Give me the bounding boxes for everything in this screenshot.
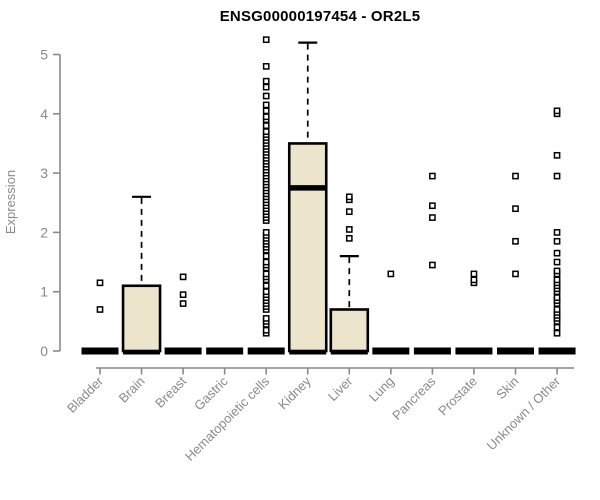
outlier-point xyxy=(262,258,270,266)
outlier-point xyxy=(262,229,270,236)
outlier-point xyxy=(553,323,561,331)
zero-bar xyxy=(164,347,202,355)
outlier-point xyxy=(553,172,561,180)
outlier-point xyxy=(345,208,353,215)
outlier-point xyxy=(345,193,353,201)
box-group-skin xyxy=(497,172,534,355)
box-group-lung xyxy=(372,270,410,355)
x-tick-label: Kidney xyxy=(275,373,314,412)
x-tick-label: Bladder xyxy=(64,373,107,416)
box-group-hematopoietic-cells xyxy=(247,36,285,355)
x-tick-label: Pancreas xyxy=(389,373,439,423)
box-group-liver xyxy=(329,193,370,355)
box-group-kidney xyxy=(287,41,328,355)
outlier-point xyxy=(553,237,561,245)
zero-bar xyxy=(455,347,493,355)
x-tick-label: Liver xyxy=(325,373,356,404)
outlier-point xyxy=(345,226,353,233)
outlier-point xyxy=(553,151,561,159)
zero-bar xyxy=(413,347,451,355)
outlier-point xyxy=(262,36,270,44)
outlier-point xyxy=(553,249,561,257)
box-group-brain xyxy=(121,195,162,355)
outlier-point xyxy=(262,128,270,135)
y-tick-label: 5 xyxy=(40,47,48,63)
outlier-point xyxy=(553,306,561,313)
outlier-point xyxy=(96,306,104,313)
outlier-point xyxy=(553,329,561,337)
zero-bar xyxy=(538,347,576,355)
outlier-point xyxy=(96,279,104,287)
outlier-point xyxy=(179,291,187,299)
box-group-pancreas xyxy=(413,172,451,355)
x-tick-label: Skin xyxy=(493,374,521,402)
box-group-gastric xyxy=(206,347,244,355)
outlier-point xyxy=(262,101,270,109)
outlier-point xyxy=(262,122,270,130)
outlier-point xyxy=(262,63,270,70)
x-tick-label: Brain xyxy=(116,374,148,406)
box-group-bladder xyxy=(81,279,119,355)
iqr-box xyxy=(121,284,162,353)
outlier-point xyxy=(470,270,478,278)
y-tick-label: 4 xyxy=(40,106,48,122)
outlier-point xyxy=(262,113,270,121)
outlier-point xyxy=(262,107,270,115)
box-group-breast xyxy=(164,273,202,355)
outlier-point xyxy=(429,202,436,210)
outlier-point xyxy=(553,258,561,266)
y-tick-label: 2 xyxy=(40,224,48,240)
outlier-point xyxy=(262,92,270,100)
outlier-point xyxy=(512,205,519,213)
x-tick-label: Lung xyxy=(366,374,397,405)
outlier-point xyxy=(179,300,187,307)
outlier-point xyxy=(262,77,270,85)
outlier-point xyxy=(553,107,561,115)
outlier-point xyxy=(512,237,519,245)
outlier-point xyxy=(429,261,436,269)
outlier-point xyxy=(262,315,270,322)
outlier-point xyxy=(512,172,519,180)
outlier-point xyxy=(512,270,519,278)
outlier-point xyxy=(553,294,561,301)
iqr-box xyxy=(287,142,328,353)
zero-bar xyxy=(497,347,534,355)
outlier-point xyxy=(262,282,270,290)
outlier-point xyxy=(262,83,270,91)
outlier-point xyxy=(262,326,270,334)
box-group-unknown-other xyxy=(538,107,576,355)
y-axis-label: Expression xyxy=(3,170,18,234)
outlier-point xyxy=(429,214,436,221)
boxplots xyxy=(81,36,576,355)
x-tick-label: Prostate xyxy=(435,374,480,419)
zero-bar xyxy=(372,347,410,355)
chart-title: ENSG00000197454 - OR2L5 xyxy=(219,8,421,25)
x-tick-label: Breast xyxy=(152,373,189,410)
outlier-point xyxy=(387,270,395,278)
y-tick-label: 0 xyxy=(40,343,48,359)
y-tick-label: 3 xyxy=(40,165,48,181)
x-tick-label: Unknown / Other xyxy=(484,373,564,453)
x-tick-label: Gastric xyxy=(191,373,231,413)
outlier-point xyxy=(553,276,561,284)
outlier-point xyxy=(429,172,436,180)
box-group-prostate xyxy=(455,270,493,355)
outlier-point xyxy=(553,229,561,236)
outlier-point xyxy=(345,234,353,242)
outlier-point xyxy=(470,276,478,284)
zero-bar xyxy=(206,347,244,355)
iqr-box xyxy=(329,308,370,353)
outlier-point xyxy=(179,273,187,281)
zero-bar xyxy=(247,347,285,355)
outlier-point xyxy=(553,267,561,275)
outlier-point xyxy=(262,252,270,260)
outlier-point xyxy=(262,288,270,296)
y-tick-label: 1 xyxy=(40,284,48,300)
zero-bar xyxy=(81,347,119,355)
outlier-point xyxy=(262,270,270,278)
